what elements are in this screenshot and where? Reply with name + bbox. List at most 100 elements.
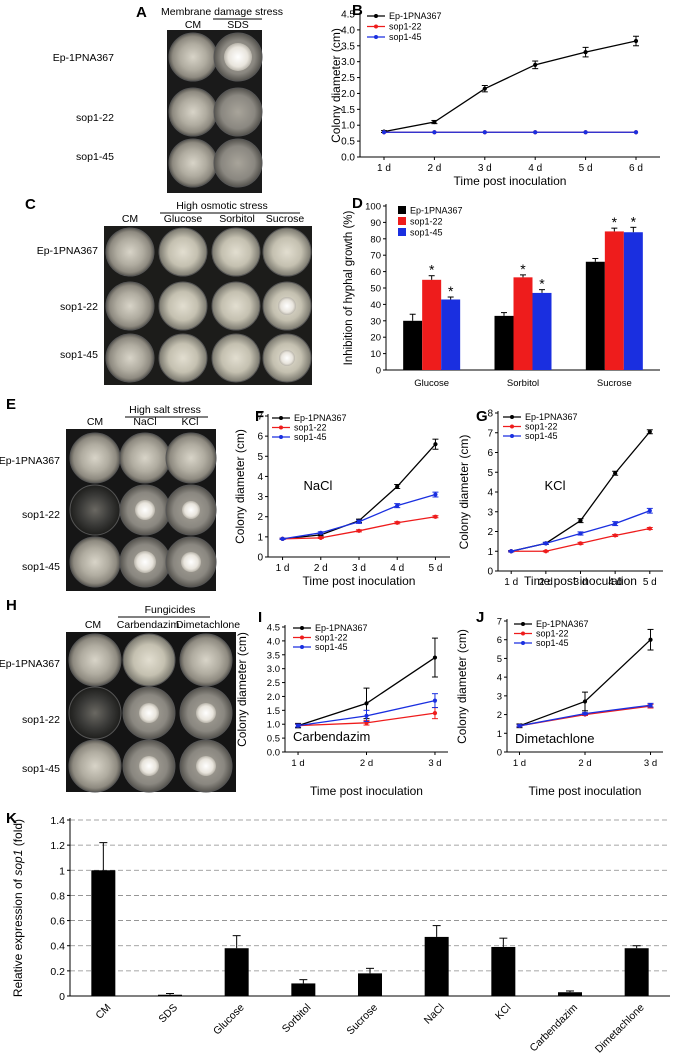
bar [424, 936, 449, 996]
y-tick-label: 4.0 [341, 25, 355, 36]
bar [91, 870, 116, 996]
panel-a-row-sop1-45: sop1-45 [76, 151, 114, 163]
legend-swatch-marker [510, 415, 514, 419]
panel-a-col-sds: SDS [227, 19, 249, 31]
series-line [383, 40, 637, 133]
plate-e-wt-kcl [165, 432, 217, 484]
legend-swatch-marker [374, 14, 378, 18]
data-point [395, 520, 400, 525]
y-tick-label: 0.0 [341, 153, 355, 164]
y-tick-label: 90 [370, 218, 381, 229]
chart-annotation: NaCl [304, 478, 333, 493]
panel-h-row-sop1-22: sop1-22 [22, 714, 60, 726]
x-tick-label: Sucrose [597, 378, 632, 389]
x-tick-label: 1 d [276, 563, 290, 574]
legend-label: sop1-45 [294, 432, 327, 442]
panel-c-row-sop1-45: sop1-45 [60, 349, 98, 361]
plate-c-sop1-45-glucose [158, 333, 208, 383]
data-point [482, 86, 487, 91]
y-tick-label: 2.5 [267, 678, 280, 689]
chart-annotation: Carbendazim [293, 729, 370, 744]
colony-e-sop1-45-nacl [134, 551, 156, 573]
y-tick-label: 1.0 [267, 720, 280, 731]
legend-label: sop1-22 [410, 217, 443, 227]
panel-c-col-sorbitol: Sorbitol [219, 213, 255, 225]
legend-swatch [398, 228, 406, 236]
y-tick-label: 0.0 [267, 748, 280, 759]
x-tick-label: 3 d [644, 758, 657, 769]
legend-swatch-marker [374, 35, 378, 39]
y-axis-label-gene: sop1 [11, 850, 25, 876]
colony-h-sop1-22-carbendazim [139, 703, 159, 723]
x-tick-label: 1 d [504, 577, 518, 588]
panel-h-col-carbendazim: Carbendazim [117, 619, 180, 631]
data-point [613, 471, 618, 476]
y-axis-label: Relative expression of sop1 (fold) [11, 819, 25, 997]
y-axis-label: Colony diameter (cm) [457, 435, 471, 550]
data-point [356, 519, 362, 524]
data-point [583, 130, 588, 135]
legend-label: Ep-1PNA367 [536, 619, 589, 629]
y-tick-label: 60 [370, 267, 381, 278]
plate-h-sop1-45-cm [68, 739, 122, 793]
legend-label: Ep-1PNA367 [315, 623, 368, 633]
y-tick-label: 6 [487, 448, 493, 459]
colony-c-sop1-22-sucrose [278, 297, 296, 315]
y-tick-label: 6 [257, 432, 263, 443]
data-point [356, 528, 362, 533]
data-point [364, 701, 369, 706]
data-point [433, 492, 438, 497]
plate-a-sop1-22-cm [168, 87, 218, 137]
y-tick-label: 30 [370, 316, 381, 327]
y-tick-label: 0 [376, 366, 381, 377]
legend-swatch-marker [521, 631, 525, 636]
y-tick-label: 5 [487, 468, 493, 479]
y-tick-label: 3 [257, 492, 263, 503]
data-point [318, 530, 323, 535]
panel-h-col-dimetachlone: Dimetachlone [176, 619, 240, 631]
data-point [482, 130, 487, 135]
data-point [578, 531, 583, 536]
plate-e-sop1-22-cm [69, 484, 121, 536]
x-tick-label: 1 d [377, 163, 391, 174]
x-tick-label: 4 d [608, 577, 622, 588]
y-tick-label: 20 [370, 333, 381, 344]
x-tick-label: 3 d [428, 758, 441, 769]
plate-c-sop1-45-sorbitol [211, 333, 261, 383]
y-axis-label: Inhibition of hyphal growth (%) [343, 210, 355, 365]
y-tick-label: 70 [370, 251, 381, 262]
x-tick-label: Glucose [211, 1002, 247, 1038]
data-point [433, 442, 438, 447]
x-tick-label: 1 d [513, 758, 526, 769]
y-tick-label: 6 [497, 635, 502, 646]
data-point [432, 655, 438, 660]
chart-k: K 0 0.2 0.4 0.6 0.8 1 1.2 1.4 CM SDS Glucose Sorbito… [6, 810, 670, 1056]
y-axis-label: Colony diameter (cm) [455, 629, 469, 744]
panel-e-row-wt: Ep-1PNA367 [0, 455, 60, 467]
data-point [647, 526, 652, 531]
x-tick-label: Sorbitol [507, 378, 539, 389]
y-tick-label: 2.5 [341, 73, 355, 84]
panel-c-row-sop1-22: sop1-22 [60, 301, 98, 313]
y-tick-label: 1.5 [267, 706, 280, 717]
plate-c-wt-cm [105, 227, 155, 277]
bar [532, 292, 552, 370]
legend-swatch-marker [521, 641, 525, 645]
bar [604, 231, 624, 370]
y-axis-label-suffix: (fold) [11, 819, 25, 850]
legend-label: sop1-22 [525, 422, 558, 432]
plate-h-wt-cm [68, 633, 122, 687]
y-tick-label: 7 [487, 428, 493, 439]
plate-a-sop1-45-sds [213, 138, 263, 188]
bar [403, 320, 423, 370]
data-point [613, 521, 618, 526]
y-tick-label: 4.0 [267, 636, 280, 647]
bar [585, 261, 605, 370]
y-tick-label: 0.4 [50, 941, 65, 953]
x-tick-label: 2 d [427, 163, 441, 174]
y-tick-label: 0 [487, 567, 493, 578]
panel-letter-e: E [6, 396, 16, 413]
data-point [582, 699, 588, 704]
data-point [648, 703, 653, 708]
y-tick-label: 2 [487, 527, 493, 538]
